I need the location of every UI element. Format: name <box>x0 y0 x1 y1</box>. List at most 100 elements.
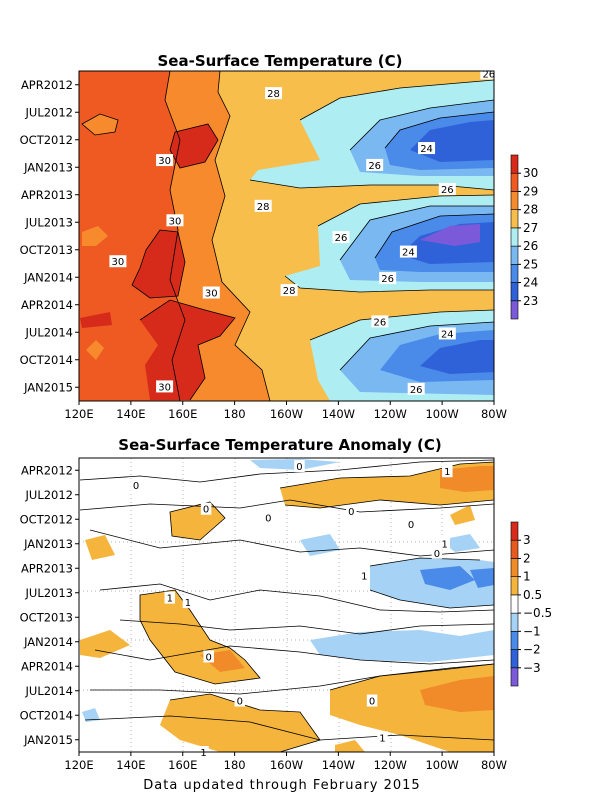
sst-contour-label: 30 <box>205 289 218 300</box>
anomaly-colorbar-label: −1 <box>523 624 541 638</box>
anomaly-colorbar-label: −3 <box>523 661 541 675</box>
sst-y-tick-label: JUL2013 <box>25 215 73 229</box>
anomaly-colorbar-label: 2 <box>523 551 531 565</box>
anomaly-contour-label: 0 <box>434 549 440 560</box>
sst-colorbar-label: 24 <box>523 276 538 290</box>
sst-title: Sea-Surface Temperature (C) <box>158 52 403 70</box>
anomaly-colorbar: −3 −2 −1 −0.5 0.5 1 2 3 <box>510 521 552 687</box>
anomaly-panel: Sea-Surface Temperature Anomaly (C) <box>20 436 553 772</box>
anomaly-contour-label: 1 <box>185 598 191 609</box>
sst-contour-label-bg <box>202 286 220 299</box>
anomaly-contour-label: 0 <box>369 697 375 708</box>
anomaly-contour-label: 1 <box>444 467 450 478</box>
sst-contour-label: 28 <box>283 286 296 297</box>
sst-y-tick-label: APR2013 <box>21 188 73 202</box>
sst-contour-label-bg <box>280 284 298 297</box>
sst-contour-label: 26 <box>368 161 381 172</box>
sst-contour-label: 30 <box>158 156 171 167</box>
sst-contour-label-bg <box>438 327 456 340</box>
sst-y-tick-label: APR2012 <box>21 78 73 92</box>
anomaly-y-tick-label: APR2013 <box>21 561 73 575</box>
anomaly-colorbar-label: −2 <box>523 643 541 657</box>
sst-x-tick-label: 160E <box>168 407 197 421</box>
anomaly-colorbar-label: 0.5 <box>523 588 542 602</box>
footer-note: Data updated through February 2015 <box>143 778 420 793</box>
anomaly-x-tick-label: 80W <box>481 758 507 772</box>
anomaly-colorbar-swatch <box>510 612 519 632</box>
sst-contour-labels: 28 30 26 24 26 28 30 26 24 30 26 28 30 26 24 30 26 26 <box>109 67 498 396</box>
sst-x-tick-label: 120W <box>374 407 407 421</box>
anomaly-y-tick-label: OCT2013 <box>20 610 73 624</box>
anomaly-contour-label: 0 <box>348 507 354 518</box>
sst-contour-label-bg <box>332 231 350 244</box>
sst-contour-label: 30 <box>169 216 182 227</box>
sst-contour-label-bg <box>156 380 174 393</box>
anomaly-x-tick-label: 140E <box>116 758 145 772</box>
sst-contour-label: 26 <box>374 317 387 328</box>
anomaly-colorbar-label: −0.5 <box>523 606 552 620</box>
anomaly-y-tick-label: APR2014 <box>21 659 73 673</box>
sst-contour-label-bg <box>371 315 389 328</box>
anomaly-colorbar-label: 1 <box>523 570 531 584</box>
sst-contour-label-bg <box>399 245 417 258</box>
sst-panel: Sea-Surface Temperature (C) <box>20 52 539 421</box>
anomaly-x-tick-label: 120W <box>374 758 407 772</box>
anomaly-y-tick-label: JUL2014 <box>25 684 73 698</box>
anomaly-contour-label-bg <box>200 502 212 515</box>
anomaly-y-tick-label: OCT2014 <box>20 708 73 722</box>
anomaly-contour-label: 0 <box>133 481 139 492</box>
sst-contour-label: 24 <box>402 248 415 259</box>
sst-contour-label-bg <box>366 158 384 171</box>
anomaly-y-tick-label: JAN2014 <box>23 635 73 649</box>
anomaly-colorbar-label: 3 <box>523 533 531 547</box>
anomaly-colorbar-swatch <box>510 539 519 559</box>
anomaly-x-tick-label: 180 <box>224 758 246 772</box>
sst-x-tick-label: 140E <box>116 407 145 421</box>
anomaly-colorbar-swatch <box>510 576 519 596</box>
anomaly-contour-label: 0 <box>237 697 243 708</box>
sst-contour-label-bg <box>166 214 184 227</box>
sst-y-tick-label: JAN2013 <box>23 160 73 174</box>
sst-contour-label: 30 <box>112 257 125 268</box>
anomaly-contour-label-bg <box>431 546 443 559</box>
sst-y-tick-label: OCT2013 <box>20 243 73 257</box>
sst-contour-label: 28 <box>257 202 270 213</box>
anomaly-contour-label-bg <box>405 518 417 531</box>
anomaly-x-tick-label: 100W <box>425 758 458 772</box>
sst-contour-label-bg <box>480 67 498 80</box>
anomaly-y-tick-label: JAN2015 <box>23 733 73 747</box>
sst-contour-label: 24 <box>420 144 433 155</box>
anomaly-colorbar-swatch <box>510 594 519 614</box>
sst-colorbar-label: 30 <box>523 166 538 180</box>
anomaly-x-axis: 120E 140E 160E 180 160W 140W 120W 100W 80W <box>64 752 507 772</box>
anomaly-contour-label: 0 <box>206 652 212 663</box>
sst-contour-label-bg <box>418 142 436 155</box>
anomaly-y-axis: APR2012 JUL2012 OCT2012 JAN2013 APR2013 JUL20… <box>20 463 79 747</box>
sst-contour-label-bg <box>156 154 174 167</box>
sst-y-tick-label: OCT2014 <box>20 353 73 367</box>
anomaly-contour-label: 1 <box>167 594 173 605</box>
sst-x-tick-label: 160W <box>270 407 303 421</box>
sst-contour-label-bg <box>254 199 272 212</box>
sst-x-tick-label: 120E <box>64 407 93 421</box>
anomaly-title: Sea-Surface Temperature Anomaly (C) <box>118 436 441 454</box>
sst-colorbar-swatch <box>510 245 519 265</box>
sst-colorbar-swatch <box>510 154 519 174</box>
anomaly-contour-label-bg <box>294 460 305 473</box>
anomaly-contour-label-bg <box>377 731 388 744</box>
anomaly-contour-label-bg <box>442 465 453 478</box>
sst-y-tick-label: OCT2012 <box>20 133 73 147</box>
anomaly-x-tick-label: 160W <box>270 758 303 772</box>
anomaly-contour-label-bg <box>359 569 370 582</box>
sst-x-tick-label: 80W <box>481 407 507 421</box>
sst-contour-label: 26 <box>381 274 394 285</box>
anomaly-y-tick-label: OCT2012 <box>20 512 73 526</box>
anomaly-colorbar-swatch <box>510 631 519 650</box>
sst-x-tick-label: 180 <box>224 407 246 421</box>
sst-y-tick-label: APR2014 <box>21 298 73 312</box>
anomaly-contour-label: 1 <box>200 748 206 759</box>
sst-y-axis: APR2012 JUL2012 OCT2012 JAN2013 APR2013 JUL20… <box>20 78 79 394</box>
sst-y-tick-label: JAN2014 <box>23 270 73 284</box>
